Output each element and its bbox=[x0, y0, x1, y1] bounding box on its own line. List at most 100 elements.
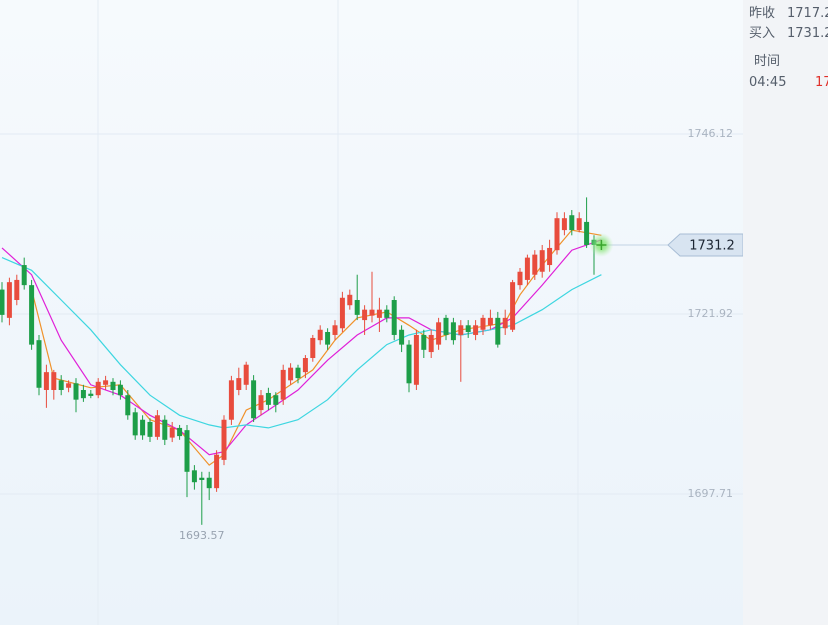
candle-body bbox=[280, 369, 286, 400]
candle-body bbox=[539, 250, 545, 272]
candle-body bbox=[95, 381, 101, 396]
candle-body bbox=[369, 309, 375, 316]
candle-body bbox=[66, 383, 72, 388]
price-cell: 17 bbox=[815, 75, 828, 90]
price-tag-label: 1731.2 bbox=[689, 238, 735, 253]
candle-body bbox=[347, 294, 353, 306]
candle-body bbox=[354, 300, 360, 315]
candle-body bbox=[443, 317, 449, 335]
candle-body bbox=[199, 477, 205, 480]
candle-body bbox=[206, 477, 212, 489]
candle-body bbox=[29, 285, 35, 345]
candle-body bbox=[399, 329, 405, 345]
candle-body bbox=[80, 389, 86, 399]
cursor-cross bbox=[596, 239, 607, 250]
candle-body bbox=[273, 395, 279, 405]
candle-body bbox=[21, 265, 27, 286]
quote-value: 1731.2 bbox=[787, 26, 828, 41]
quote-row: 昨收 1717.2 bbox=[749, 2, 828, 21]
candle-body bbox=[221, 419, 227, 460]
candle-body bbox=[184, 430, 190, 472]
candle-body bbox=[517, 271, 523, 286]
candle-body bbox=[73, 383, 79, 400]
candle-body bbox=[458, 325, 464, 335]
candle-body bbox=[428, 334, 434, 353]
candle-body bbox=[51, 372, 57, 390]
candle-body bbox=[495, 317, 501, 345]
candle-body bbox=[110, 381, 116, 390]
candle-body bbox=[391, 300, 397, 335]
candle-body bbox=[58, 380, 64, 390]
candle-body bbox=[532, 254, 538, 275]
candle-body bbox=[473, 325, 479, 335]
candle-body bbox=[295, 367, 301, 379]
candle-body bbox=[547, 247, 553, 266]
candle-body bbox=[576, 218, 582, 231]
candle-body bbox=[450, 322, 456, 341]
candle-body bbox=[191, 470, 197, 483]
candle-body bbox=[384, 309, 390, 318]
quote-label: 买入 bbox=[749, 26, 776, 41]
candle-body bbox=[243, 364, 249, 385]
overlay: 1693.57 1731.2 bbox=[179, 232, 743, 542]
candle-body bbox=[228, 380, 234, 420]
candle-body bbox=[288, 367, 294, 381]
candle-body bbox=[214, 454, 220, 489]
price-tag bbox=[667, 233, 743, 257]
candle-body bbox=[502, 317, 508, 329]
candle-body bbox=[251, 380, 257, 419]
chart: 1746.12 1721.92 1697.71 1693.57 1731.2 bbox=[0, 0, 743, 625]
candle-body bbox=[584, 221, 590, 245]
candle-body bbox=[436, 322, 442, 345]
ma-line bbox=[31, 229, 602, 466]
time-cell: 04:45 bbox=[749, 75, 787, 90]
candle-body bbox=[154, 415, 160, 437]
candle-body bbox=[162, 419, 168, 440]
candle-body bbox=[265, 392, 271, 405]
candle-body bbox=[140, 419, 146, 436]
candle-body bbox=[147, 421, 153, 437]
candle-body bbox=[117, 384, 123, 396]
candle-body bbox=[510, 282, 516, 330]
candle-body bbox=[524, 257, 530, 280]
quote-row: 买入 1731.2 bbox=[749, 22, 828, 41]
candle-body bbox=[487, 317, 493, 326]
candle-body bbox=[569, 215, 575, 231]
table-header: 时间 bbox=[754, 54, 781, 69]
candle-body bbox=[236, 378, 242, 390]
candle-body bbox=[480, 317, 486, 330]
grid: 1746.12 1721.92 1697.71 bbox=[0, 127, 743, 500]
candle-body bbox=[125, 395, 131, 416]
candles bbox=[0, 197, 604, 525]
candle-body bbox=[332, 325, 338, 335]
y-tick-label: 1746.12 bbox=[688, 127, 734, 140]
candle-body bbox=[413, 334, 419, 385]
low-label: 1693.57 bbox=[179, 529, 225, 542]
y-tick-label: 1721.92 bbox=[688, 307, 734, 320]
candle-body bbox=[103, 380, 109, 385]
candle-body bbox=[88, 393, 94, 396]
candle-body bbox=[362, 309, 368, 321]
y-tick-label: 1697.71 bbox=[688, 487, 734, 500]
quote-label: 昨收 bbox=[749, 6, 776, 21]
candle-body bbox=[302, 358, 308, 373]
candle-body bbox=[554, 218, 560, 251]
candle-body bbox=[14, 279, 20, 301]
candle-body bbox=[132, 412, 138, 436]
candle-body bbox=[310, 337, 316, 359]
candle-body bbox=[36, 340, 42, 388]
candle-body bbox=[339, 297, 345, 329]
candle-body bbox=[6, 282, 12, 318]
candle-body bbox=[177, 427, 183, 437]
candle-body bbox=[43, 372, 49, 390]
candle-body bbox=[169, 427, 175, 438]
candle-body bbox=[561, 218, 567, 231]
candle-body bbox=[376, 309, 382, 318]
candle-body bbox=[258, 395, 264, 411]
candle-body bbox=[0, 289, 5, 315]
candle-body bbox=[421, 334, 427, 350]
candle-body bbox=[465, 325, 471, 332]
quote-value: 1717.2 bbox=[787, 6, 828, 21]
table-row: 04:45 17 bbox=[749, 75, 828, 90]
